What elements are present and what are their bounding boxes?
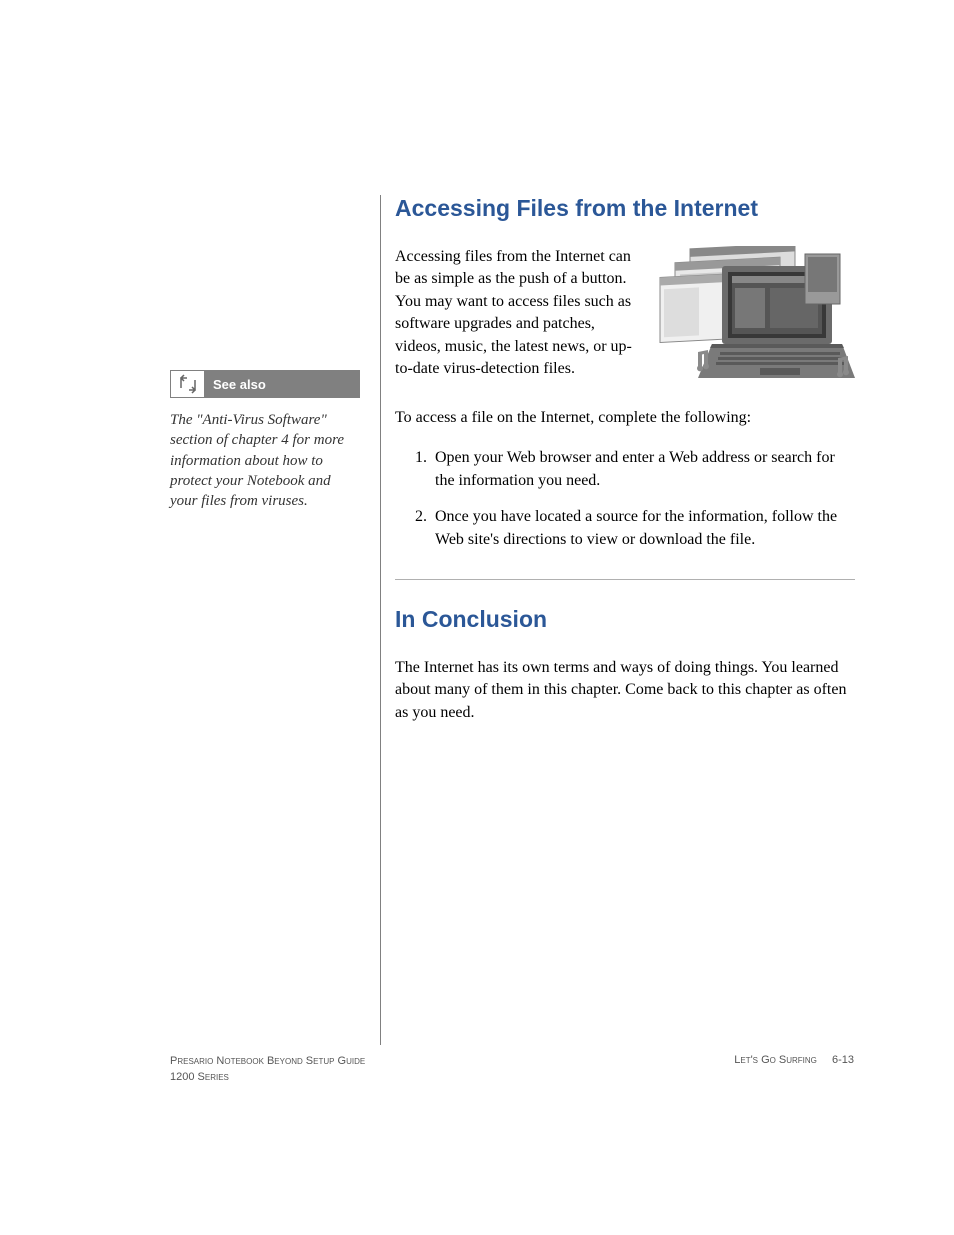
cross-reference-icon [171, 371, 205, 397]
sidebar-note-text: The "Anti-Virus Software" section of cha… [170, 410, 360, 511]
footer-guide-title: Presario Notebook Beyond Setup Guide [170, 1054, 365, 1069]
see-also-box: See also [170, 370, 360, 398]
section-heading-accessing: Accessing Files from the Internet [395, 195, 855, 222]
steps-list: Open your Web browser and enter a Web ad… [395, 447, 855, 551]
list-item: Open your Web browser and enter a Web ad… [431, 447, 855, 492]
main-content: Accessing Files from the Internet Access… [395, 195, 855, 724]
lead-in-text: To access a file on the Internet, comple… [395, 407, 855, 429]
laptop-illustration [650, 246, 855, 391]
page-footer: Presario Notebook Beyond Setup Guide 120… [170, 1054, 854, 1085]
section-heading-conclusion: In Conclusion [395, 606, 855, 633]
list-item: Once you have located a source for the i… [431, 506, 855, 551]
intro-paragraph: Accessing files from the Internet can be… [395, 246, 636, 380]
section-rule [395, 579, 855, 580]
see-also-label: See also [205, 371, 359, 397]
footer-left: Presario Notebook Beyond Setup Guide 120… [170, 1054, 365, 1085]
page-number: 6-13 [832, 1054, 854, 1066]
footer-right: Let's Go Surfing 6-13 [734, 1054, 854, 1066]
footer-series: 1200 Series [170, 1070, 365, 1085]
sidebar-callout: See also The "Anti-Virus Software" secti… [170, 370, 360, 511]
document-page: See also The "Anti-Virus Software" secti… [0, 0, 954, 1235]
conclusion-paragraph: The Internet has its own terms and ways … [395, 657, 855, 724]
footer-chapter-label: Let's Go Surfing [734, 1054, 817, 1066]
column-divider [380, 195, 381, 1045]
intro-row: Accessing files from the Internet can be… [395, 246, 855, 391]
